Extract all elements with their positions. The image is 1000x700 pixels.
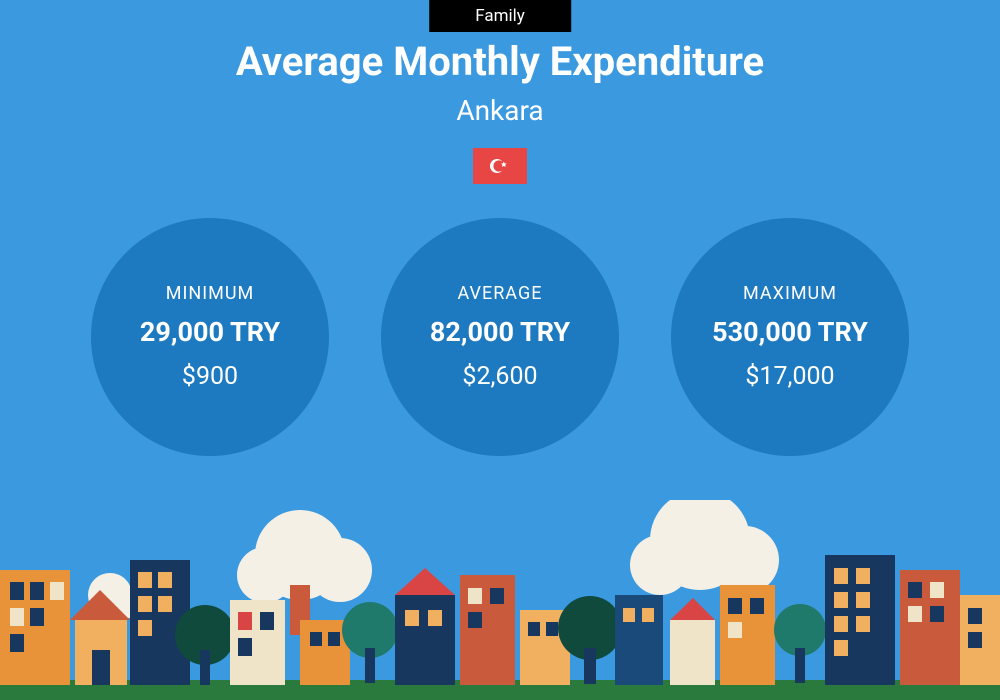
city-name: Ankara	[0, 94, 1000, 127]
cityscape-illustration	[0, 500, 1000, 700]
stats-row: MINIMUM 29,000 TRY $900 AVERAGE 82,000 T…	[0, 218, 1000, 456]
stat-circle-minimum: MINIMUM 29,000 TRY $900	[91, 218, 329, 456]
stat-label: MINIMUM	[166, 283, 254, 304]
category-tab-label: Family	[475, 6, 525, 26]
stat-circle-maximum: MAXIMUM 530,000 TRY $17,000	[671, 218, 909, 456]
stat-usd-value: $17,000	[745, 362, 834, 391]
stat-usd-value: $2,600	[462, 362, 537, 391]
stat-local-value: 530,000 TRY	[712, 316, 868, 348]
stat-circle-average: AVERAGE 82,000 TRY $2,600	[381, 218, 619, 456]
stat-local-value: 29,000 TRY	[140, 316, 280, 348]
stat-local-value: 82,000 TRY	[430, 316, 570, 348]
stat-usd-value: $900	[182, 362, 238, 391]
page-title: Average Monthly Expenditure	[0, 38, 1000, 85]
stat-label: MAXIMUM	[743, 283, 837, 304]
stat-label: AVERAGE	[458, 283, 543, 304]
category-tab: Family	[429, 0, 571, 32]
country-flag-icon	[473, 148, 527, 184]
